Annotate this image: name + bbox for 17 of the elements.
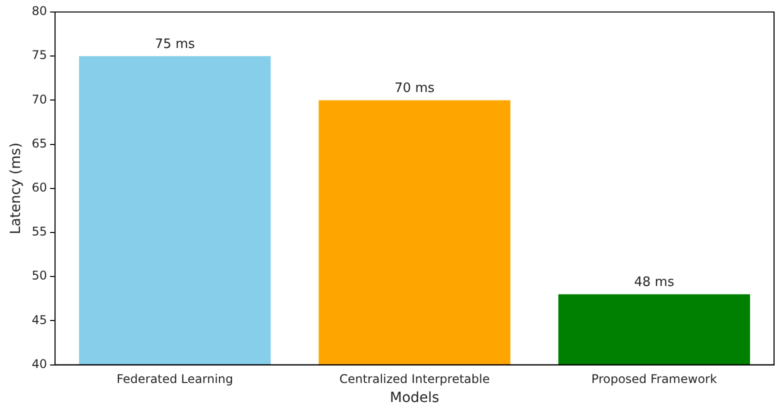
x-tick-label: Centralized Interpretable: [339, 372, 490, 386]
y-tick-label: 45: [32, 312, 48, 327]
y-axis-title: Latency (ms): [8, 142, 24, 234]
y-tick-label: 50: [32, 268, 48, 283]
data-label: 75 ms: [154, 36, 196, 52]
y-tick-label: 75: [32, 48, 48, 62]
data-label: 70 ms: [394, 81, 435, 96]
y-tick-label: 60: [32, 180, 48, 195]
x-tick-label: Federated Learning: [116, 372, 234, 386]
y-tick-label: 55: [32, 224, 48, 239]
y-tick-label: 70: [32, 92, 48, 106]
y-tick-label: 65: [32, 136, 48, 150]
y-tick-label: 80: [32, 4, 48, 18]
x-axis-title: Models: [390, 390, 440, 406]
y-tick-label: 40: [32, 356, 48, 371]
x-tick-label: Proposed Framework: [591, 372, 717, 386]
data-label: 48 ms: [634, 275, 674, 290]
